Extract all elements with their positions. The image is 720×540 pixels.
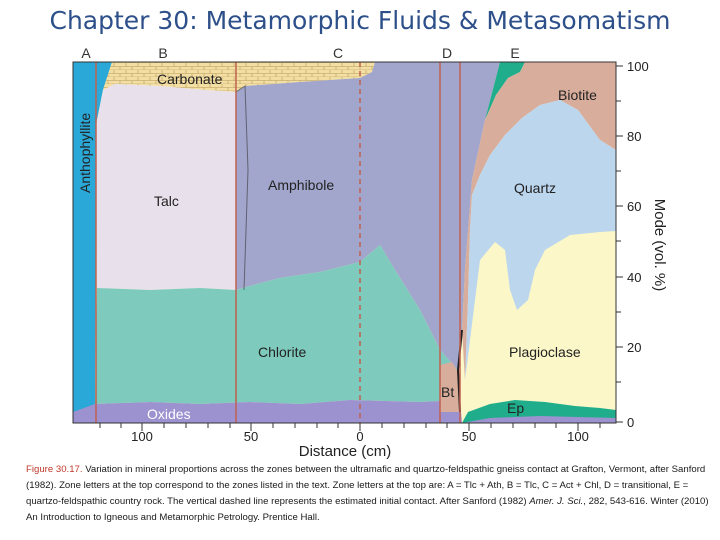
zone-boundaries xyxy=(95,62,461,423)
carbonate-area xyxy=(103,62,375,92)
epidote-top-area xyxy=(485,62,525,120)
zone-letter-d: D xyxy=(442,45,452,61)
label-chlorite: Chlorite xyxy=(258,344,306,360)
label-amphibole: Amphibole xyxy=(268,177,334,193)
label-talc: Talc xyxy=(154,193,179,209)
label-carbonate: Carbonate xyxy=(157,71,223,87)
x-axis-label: Distance (cm) xyxy=(299,443,392,460)
quartz-area xyxy=(465,100,616,380)
x-tick-label: 100 xyxy=(567,429,589,444)
x-tick-label: 100 xyxy=(131,429,153,444)
mineral-mode-figure: A B C D E Anthophyllite Carbonate Talc A… xyxy=(72,45,668,460)
figure-caption: Figure 30.17. Variation in mineral propo… xyxy=(26,462,714,526)
plot-frame xyxy=(72,61,617,424)
talc-area xyxy=(96,84,236,290)
y-tick-label: 100 xyxy=(627,59,649,74)
label-quartz: Quartz xyxy=(514,180,556,196)
label-bt: Bt xyxy=(441,384,454,400)
bt-area xyxy=(440,362,460,412)
y-tick-label: 60 xyxy=(627,199,641,214)
anthophyllite-area xyxy=(73,62,112,423)
biotite-area xyxy=(462,62,616,380)
zone-letter-b: B xyxy=(158,45,167,61)
oxides-right-area xyxy=(462,416,616,423)
x-tick-label: 50 xyxy=(462,429,476,444)
zone-letter-c: C xyxy=(333,45,343,61)
y-tick-label: 80 xyxy=(627,129,641,144)
label-anthophyllite: Anthophyllite xyxy=(77,113,93,193)
caption-text: Variation in mineral proportions across … xyxy=(26,464,706,507)
oxides-area xyxy=(73,400,462,423)
zone-letter-a: A xyxy=(81,45,91,61)
y-axis-label: Mode (vol. %) xyxy=(651,199,668,292)
y-tick-label: 20 xyxy=(627,340,641,355)
caption-journal: Amer. J. Sci. xyxy=(529,496,584,507)
chlorite-area xyxy=(95,245,460,404)
label-ep: Ep xyxy=(507,400,524,416)
y-tick-label: 0 xyxy=(627,415,634,430)
label-oxides: Oxides xyxy=(147,406,191,422)
x-tick-label: 50 xyxy=(244,429,258,444)
slide-title: Chapter 30: Metamorphic Fluids & Metasom… xyxy=(49,6,671,35)
zone-letter-e: E xyxy=(510,45,519,61)
caption-figure-number: Figure 30.17. xyxy=(26,464,83,475)
y-tick-label: 40 xyxy=(627,270,641,285)
label-plagioclase: Plagioclase xyxy=(509,344,581,360)
label-biotite: Biotite xyxy=(558,87,597,103)
amphibole-area xyxy=(236,62,500,370)
x-tick-label: 0 xyxy=(356,429,363,444)
caption-text-end: , 282, 543-616. Winter (2010) An Introdu… xyxy=(26,496,709,523)
